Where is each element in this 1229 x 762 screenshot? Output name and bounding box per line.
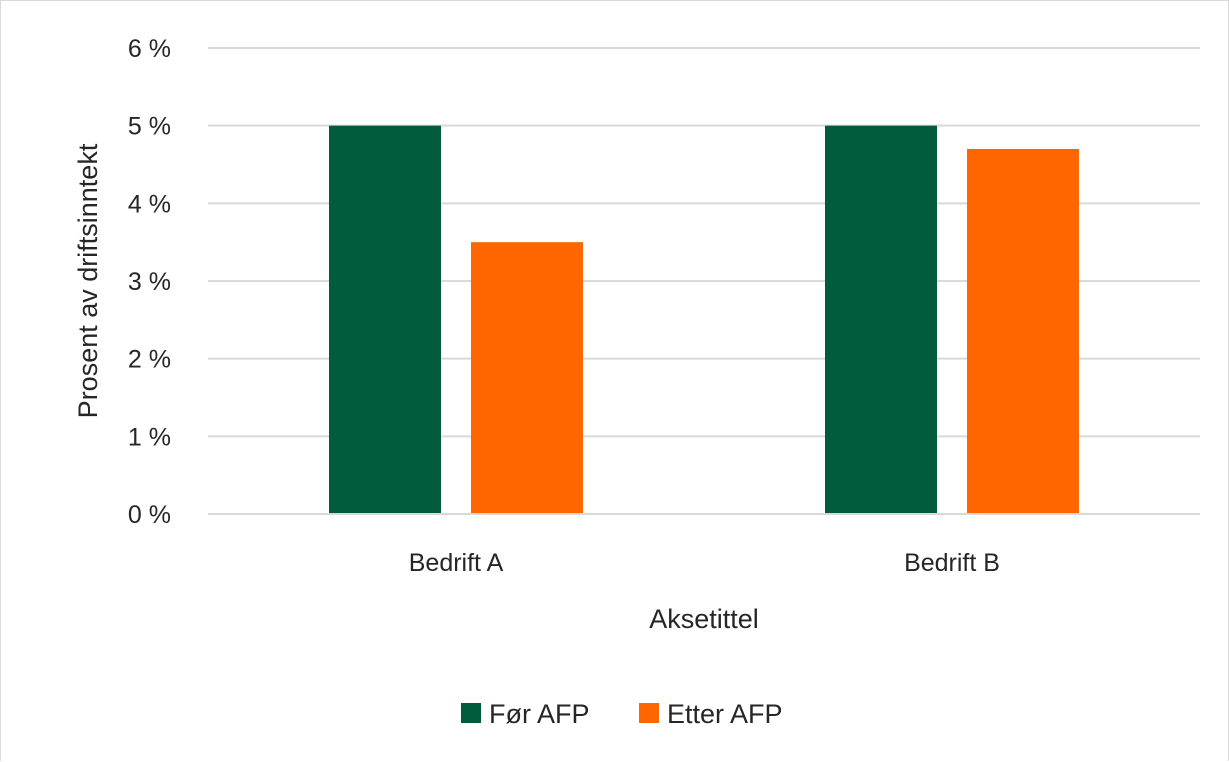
y-tick-label: 2 %	[128, 346, 171, 374]
y-tick-label: 4 %	[128, 190, 171, 218]
bar-for-afp-bedrift-b	[825, 125, 937, 515]
x-axis-title: Aksetittel	[649, 604, 759, 634]
y-tick-label: 1 %	[128, 423, 171, 451]
bar-for-afp-bedrift-a	[329, 125, 441, 515]
bars	[208, 125, 1200, 515]
x-tick-label: Bedrift B	[904, 549, 1000, 577]
legend: Før AFP Etter AFP	[461, 699, 783, 729]
y-tick-label: 0 %	[128, 501, 171, 529]
y-tick-label: 5 %	[128, 113, 171, 141]
legend-label: Før AFP	[489, 699, 590, 729]
legend-label: Etter AFP	[667, 699, 783, 729]
y-tick-label: 6 %	[128, 35, 171, 63]
y-tick-label: 3 %	[128, 268, 171, 296]
legend-swatch	[461, 703, 481, 723]
y-axis-title: Prosent av driftsinntekt	[73, 143, 103, 418]
legend-swatch	[639, 703, 659, 723]
x-tick-label: Bedrift A	[409, 549, 504, 577]
y-axis-tick-labels: 0 % 1 % 2 % 3 % 4 % 5 % 6 %	[128, 35, 171, 529]
bar-etter-afp-bedrift-b	[967, 148, 1079, 514]
x-axis-tick-labels: Bedrift A Bedrift B	[409, 549, 1000, 577]
bar-etter-afp-bedrift-a	[471, 242, 583, 514]
